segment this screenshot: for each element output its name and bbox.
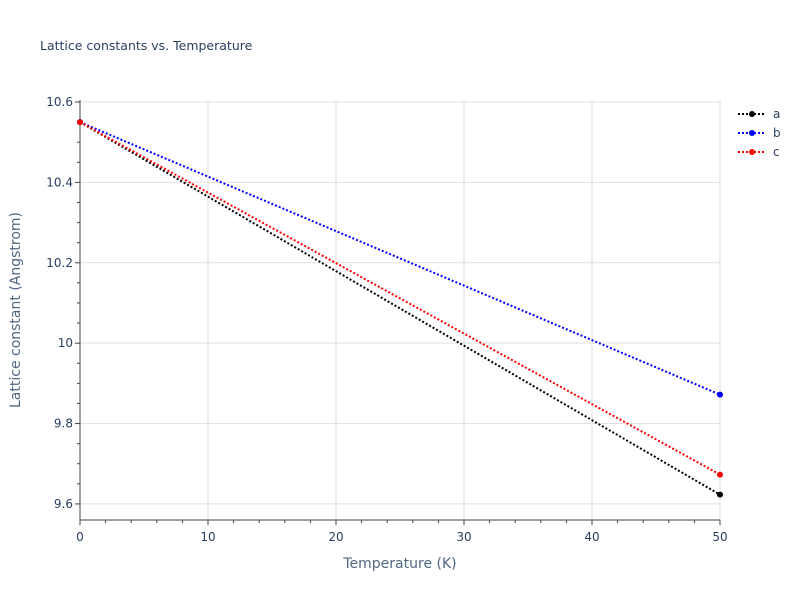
legend-marker — [749, 149, 755, 155]
y-axis-label: Lattice constant (Angstrom) — [8, 212, 24, 408]
series-line-c — [79, 121, 721, 476]
x-tick-label: 0 — [76, 530, 84, 544]
y-tick-label: 10.2 — [46, 256, 73, 270]
data-point-b — [717, 391, 723, 398]
legend-item-b[interactable]: b — [738, 126, 781, 140]
legend-label: b — [773, 126, 781, 140]
grid — [80, 100, 721, 520]
x-tick-label: 50 — [712, 530, 727, 544]
legend-label: c — [773, 145, 780, 159]
y-tick-label: 10.6 — [46, 95, 73, 109]
x-tick-label: 40 — [584, 530, 599, 544]
y-tick-label: 10.4 — [46, 175, 73, 189]
y-tick-label: 10 — [58, 336, 73, 350]
chart-title: Lattice constants vs. Temperature — [40, 38, 253, 53]
x-axis-label: Temperature (K) — [342, 556, 456, 572]
data-point-a — [717, 491, 723, 498]
legend-item-c[interactable]: c — [738, 145, 780, 159]
x-tick-label: 20 — [328, 530, 343, 544]
legend-marker — [749, 130, 755, 136]
series-line-b — [79, 121, 721, 396]
legend[interactable]: abc — [738, 107, 781, 159]
series-layer — [77, 119, 723, 498]
legend-item-a[interactable]: a — [738, 107, 780, 121]
x-tick-label: 30 — [456, 530, 471, 544]
axes: 0 10 20 30 40 50 9.6 9.8 10 10.2 10.4 10.6 — [46, 95, 727, 544]
y-tick-label: 9.8 — [54, 417, 73, 431]
data-point-c — [77, 119, 83, 126]
series-line-a — [79, 121, 721, 496]
y-tick-label: 9.6 — [54, 497, 73, 511]
x-tick-label: 10 — [200, 530, 215, 544]
data-point-c — [717, 471, 723, 478]
legend-marker — [749, 111, 755, 117]
legend-label: a — [773, 107, 780, 121]
